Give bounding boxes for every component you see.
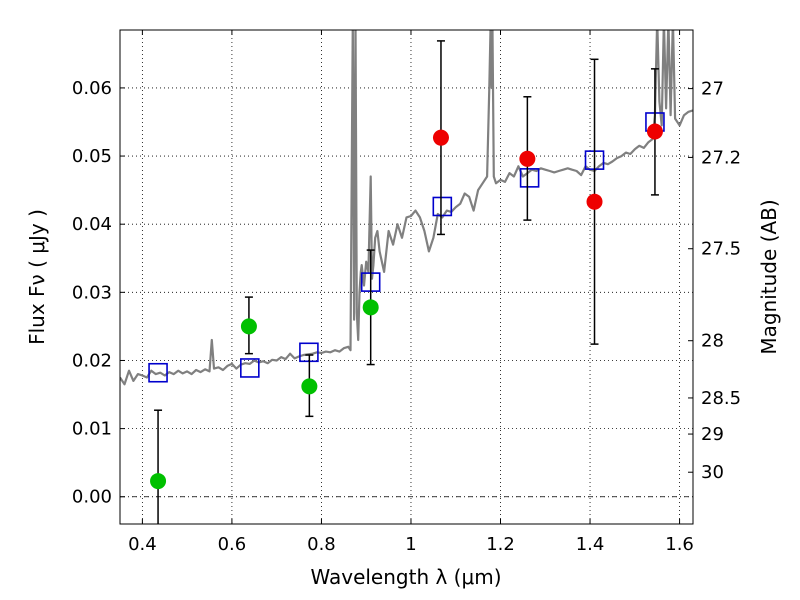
x-tick-label: 1.2 bbox=[486, 534, 515, 555]
x-tick-label: 1 bbox=[405, 534, 416, 555]
y-tick-label: 0.05 bbox=[72, 146, 112, 167]
y-axis-right-label: Magnitude (AB) bbox=[757, 199, 781, 354]
y-tick-label: 0.00 bbox=[72, 487, 112, 508]
y-right-tick-label: 27 bbox=[701, 79, 724, 100]
model-spectrum-line bbox=[120, 30, 693, 386]
y-right-tick-label: 27.2 bbox=[701, 147, 741, 168]
model-photometry-point bbox=[240, 358, 260, 378]
y-tick-label: 0.01 bbox=[72, 419, 112, 440]
y-right-tick-label: 29 bbox=[701, 424, 724, 445]
y-tick-label: 0.06 bbox=[72, 78, 112, 99]
observed-flux-point bbox=[586, 193, 603, 210]
y-right-tick-label: 28 bbox=[701, 331, 724, 352]
x-tick-label: 0.8 bbox=[307, 534, 336, 555]
observed-flux-point bbox=[301, 378, 318, 395]
y-axis-label: Flux Fν ( μJy ) bbox=[25, 209, 49, 345]
x-tick-label: 1.4 bbox=[576, 534, 605, 555]
x-tick-label: 1.6 bbox=[665, 534, 694, 555]
model-photometry-point bbox=[148, 362, 168, 383]
x-axis-label: Wavelength λ (μm) bbox=[310, 565, 501, 589]
y-tick-label: 0.04 bbox=[72, 214, 112, 235]
observed-flux-point bbox=[432, 129, 449, 146]
observed-flux-point bbox=[240, 318, 257, 335]
axes: 0.4 0.6 0.8 1 1.2 1.4 1.6 0.00 0.01 0.02 0.03 0.04 0… bbox=[72, 30, 741, 555]
plot-frame bbox=[119, 29, 694, 525]
y-right-tick-label: 28.5 bbox=[701, 388, 741, 409]
y-tick-label: 0.03 bbox=[72, 282, 112, 303]
observed-flux-point bbox=[519, 150, 536, 167]
y-right-tick-label: 30 bbox=[701, 462, 724, 483]
observed-flux-point bbox=[362, 299, 379, 316]
model-photometry-point bbox=[432, 196, 453, 217]
grid bbox=[120, 30, 693, 524]
plot-area bbox=[120, 30, 693, 524]
observed-flux-point bbox=[646, 123, 663, 140]
observed-flux-point bbox=[150, 473, 167, 490]
model-photometry-point bbox=[519, 168, 540, 188]
y-tick-label: 0.02 bbox=[72, 350, 112, 371]
y-right-tick-label: 27.5 bbox=[701, 239, 741, 260]
x-tick-label: 0.4 bbox=[128, 534, 157, 555]
x-tick-label: 0.6 bbox=[218, 534, 247, 555]
